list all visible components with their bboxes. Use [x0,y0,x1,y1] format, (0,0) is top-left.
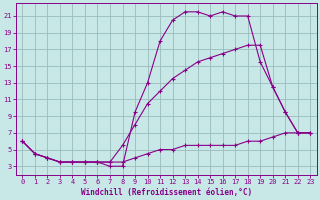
X-axis label: Windchill (Refroidissement éolien,°C): Windchill (Refroidissement éolien,°C) [81,188,252,197]
